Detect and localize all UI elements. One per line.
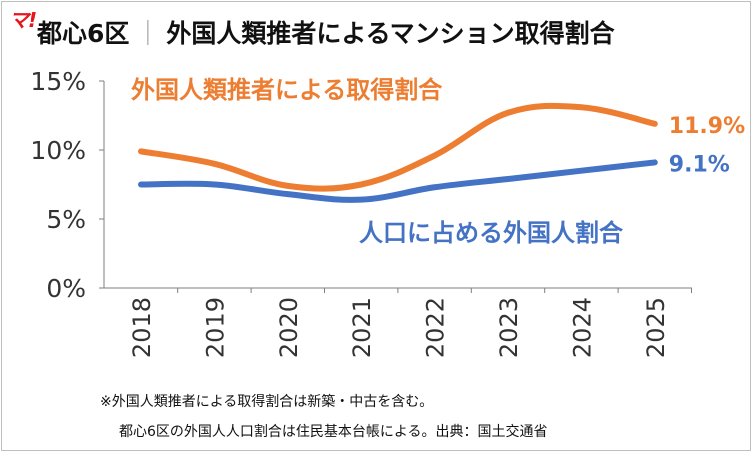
chart-title: 都心6区｜外国人類推者によるマンション取得割合 <box>37 14 615 50</box>
x-tick-label: 2025 <box>642 297 670 358</box>
series-name-label-0: 外国人類推者による取得割合 <box>131 76 443 104</box>
x-tick-label: 2024 <box>568 297 596 358</box>
x-tick-label: 2019 <box>201 297 229 358</box>
end-value-label-0: 11.9% <box>669 114 745 139</box>
y-tick-label: 10% <box>30 136 86 165</box>
y-tick-label: 5% <box>46 205 86 234</box>
y-tick-label: 0% <box>46 274 86 303</box>
x-tick-label: 2022 <box>422 297 450 358</box>
series-line-1 <box>138 159 658 203</box>
title-separator: ｜ <box>135 19 161 48</box>
brand-logo: マ! <box>9 8 37 32</box>
x-tick-label: 2021 <box>348 297 376 358</box>
footnote-2: 都心6区の外国人人口割合は住民基本台帳による。出典：国土交通省 <box>119 424 548 440</box>
y-tick-label: 15% <box>30 67 86 96</box>
series-line-0 <box>138 102 658 192</box>
x-tick-label: 2018 <box>128 297 156 358</box>
end-value-label-1: 9.1% <box>669 152 730 177</box>
footnote-1: ※外国人類推者による取得割合は新築・中古を含む。 <box>100 394 434 410</box>
series-name-label-1: 人口に占める外国人割合 <box>359 219 624 247</box>
title-main: 外国人類推者によるマンション取得割合 <box>166 19 615 48</box>
title-area: 都心6区 <box>37 19 130 48</box>
x-tick-label: 2023 <box>495 297 523 358</box>
x-tick-label: 2020 <box>275 297 303 358</box>
